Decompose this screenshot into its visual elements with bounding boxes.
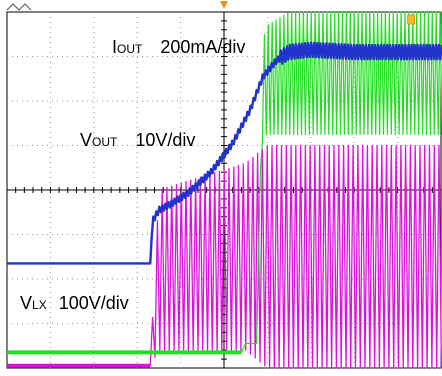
annotation-vlx: VLX 100V/div <box>20 293 129 314</box>
marker-layer <box>6 1 416 25</box>
annotation-vlx-scale: 100V/div <box>58 293 129 313</box>
annotation-vout-main: V <box>80 130 93 150</box>
trace-vout <box>7 41 442 265</box>
trace-layer <box>7 11 442 369</box>
annotation-iout: IOUT 200mA/div <box>112 37 245 58</box>
annotation-vout: VOUT 10V/div <box>80 130 195 151</box>
annotation-iout-sub: OUT <box>117 42 143 56</box>
trigger-position-marker <box>220 1 228 9</box>
annotation-iout-main: I <box>112 37 118 57</box>
annotation-vlx-sub: LX <box>32 298 47 312</box>
trace-iout <box>7 11 442 354</box>
annotation-vlx-main: V <box>20 293 33 313</box>
annotation-iout-scale: 200mA/div <box>160 37 246 57</box>
trace-vlx <box>7 144 442 369</box>
annotation-vout-scale: 10V/div <box>135 130 196 150</box>
trigger-level-marker <box>407 14 416 25</box>
channel-indicator <box>6 3 32 11</box>
annotation-vout-sub: OUT <box>92 135 118 149</box>
